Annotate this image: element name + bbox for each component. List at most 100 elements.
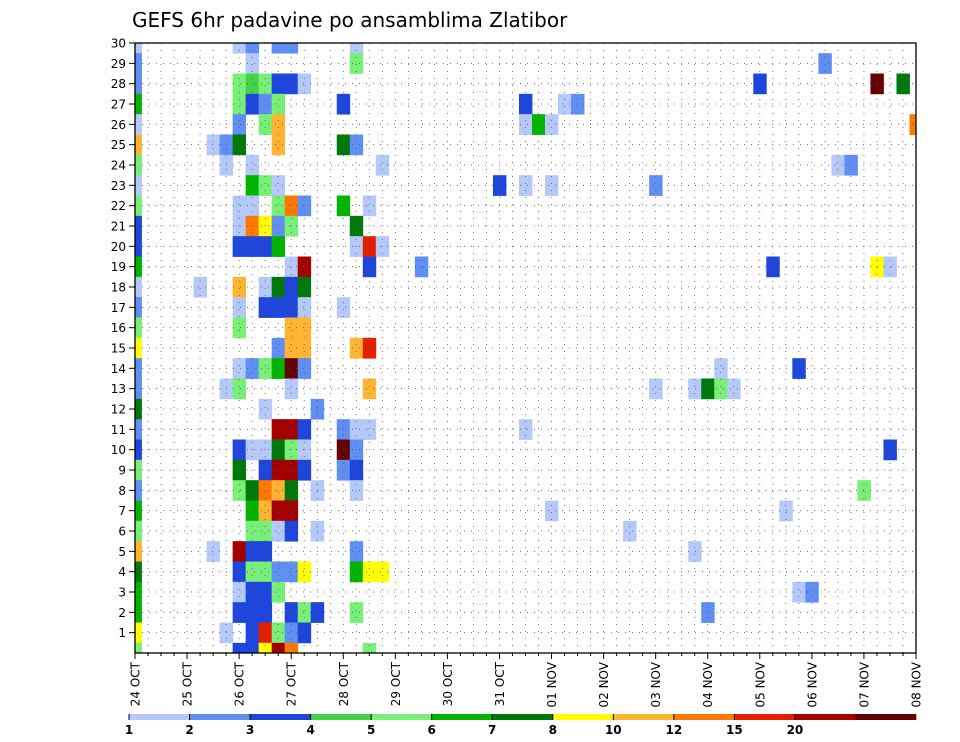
heatmap-cell — [349, 561, 364, 583]
heatmap-cell — [258, 541, 273, 562]
heatmap-cell — [362, 378, 377, 400]
x-tick-label: 08 NOV — [910, 661, 924, 707]
x-tick-label: 31 OCT — [493, 661, 507, 706]
heatmap-cell — [245, 642, 260, 653]
heatmap-cell — [245, 581, 260, 603]
chart-title: GEFS 6hr padavine po ansamblima Zlatibor — [132, 8, 568, 32]
x-tick-label: 28 OCT — [337, 661, 351, 706]
heatmap-cell — [701, 602, 715, 623]
y-tick-label: 25 — [111, 138, 126, 152]
heatmap-cell — [284, 622, 299, 644]
heatmap-cell — [623, 520, 637, 542]
legend-swatch — [613, 714, 675, 720]
y-tick-label: 17 — [111, 301, 126, 315]
heatmap-cell — [258, 622, 273, 644]
legend-swatch — [129, 714, 190, 720]
legend-swatch — [250, 714, 311, 720]
legend-label: 15 — [726, 723, 743, 737]
heatmap-cell — [518, 419, 533, 440]
heatmap-cell — [297, 317, 312, 339]
heatmap-cell — [297, 561, 312, 583]
y-tick-label: 26 — [111, 118, 126, 132]
heatmap-cell — [232, 114, 247, 135]
heatmap-cell — [297, 337, 312, 359]
heatmap-cell — [232, 73, 247, 95]
heatmap-cell — [232, 93, 247, 115]
heatmap-cell — [831, 154, 845, 176]
heatmap-cell — [284, 256, 299, 278]
y-tick-label: 15 — [111, 342, 126, 356]
x-tick-label: 29 OCT — [389, 661, 403, 706]
heatmap-cell — [284, 602, 299, 623]
x-tick-label: 25 OCT — [181, 661, 195, 706]
heatmap-cell — [883, 256, 897, 278]
heatmap-cell — [232, 480, 247, 501]
heatmap-cell — [349, 480, 364, 501]
heatmap-cell — [135, 114, 142, 135]
heatmap-cell — [571, 93, 585, 115]
heatmap-cell — [349, 134, 364, 156]
x-tick-label: 06 NOV — [805, 661, 819, 707]
heatmap-cell — [245, 602, 260, 623]
heatmap-cells — [135, 43, 916, 653]
heatmap-cell — [271, 561, 286, 583]
heatmap-cell — [258, 500, 273, 522]
x-tick-label: 30 OCT — [441, 661, 455, 706]
heatmap-cell — [545, 175, 559, 196]
heatmap-cell — [135, 439, 142, 461]
y-tick-label: 8 — [118, 484, 126, 498]
heatmap-cell — [232, 134, 247, 156]
heatmap-cell — [245, 93, 260, 115]
heatmap-cell — [271, 297, 286, 318]
x-tick-label: 24 OCT — [129, 661, 143, 706]
heatmap-cell — [135, 642, 142, 653]
heatmap-cell — [297, 602, 312, 623]
heatmap-cell — [135, 73, 142, 95]
legend-label: 6 — [428, 723, 436, 737]
heatmap-cell — [135, 419, 142, 440]
heatmap-cell — [727, 378, 741, 400]
heatmap-cell — [232, 378, 247, 400]
y-tick-label: 21 — [111, 220, 126, 234]
heatmap-cell — [649, 175, 663, 196]
y-tick-label: 5 — [118, 545, 126, 559]
x-tick-label: 05 NOV — [753, 661, 767, 707]
heatmap-cell — [349, 419, 364, 440]
heatmap-cell — [284, 358, 299, 379]
heatmap-cell — [284, 378, 299, 400]
heatmap-cell — [297, 419, 312, 440]
y-tick-label: 16 — [111, 321, 126, 335]
heatmap-cell — [792, 358, 806, 379]
x-axis-ticks: 24 OCT 25 OCT 26 OCT 27 OCT 28 OCT 29 OCT 30 O… — [129, 653, 924, 708]
heatmap-cell — [518, 114, 533, 135]
heatmap-cell — [245, 520, 260, 542]
heatmap-cell — [284, 419, 299, 440]
y-tick-label: 14 — [111, 362, 126, 376]
heatmap-cell — [857, 480, 871, 501]
heatmap-cell — [135, 276, 142, 298]
y-tick-label: 23 — [111, 179, 126, 193]
heatmap-cell — [135, 53, 142, 74]
heatmap-cell — [766, 256, 780, 278]
heatmap-cell — [297, 297, 312, 318]
heatmap-cell — [258, 276, 273, 298]
heatmap-cell — [896, 73, 910, 95]
heatmap-cell — [232, 43, 247, 54]
heatmap-cell — [271, 581, 286, 603]
heatmap-cell — [245, 215, 260, 237]
y-tick-label: 6 — [118, 525, 126, 539]
heatmap-cell — [349, 43, 364, 54]
legend-swatch — [310, 714, 372, 720]
legend-label: 5 — [367, 723, 375, 737]
heatmap-cell — [271, 195, 286, 217]
legend-swatch — [673, 714, 735, 720]
heatmap-cell — [135, 236, 142, 257]
heatmap-cell — [135, 541, 142, 562]
heatmap-cell — [245, 622, 260, 644]
heatmap-cell — [258, 642, 273, 653]
y-axis-ticks: 1234567891011121314151617181920212223242… — [111, 37, 135, 640]
y-tick-label: 9 — [118, 464, 126, 478]
y-tick-label: 27 — [111, 98, 126, 112]
heatmap-cell — [284, 480, 299, 501]
